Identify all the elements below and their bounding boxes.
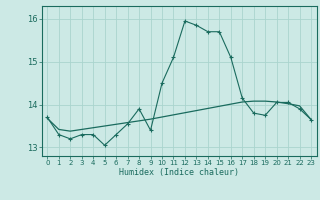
X-axis label: Humidex (Indice chaleur): Humidex (Indice chaleur) [119, 168, 239, 177]
